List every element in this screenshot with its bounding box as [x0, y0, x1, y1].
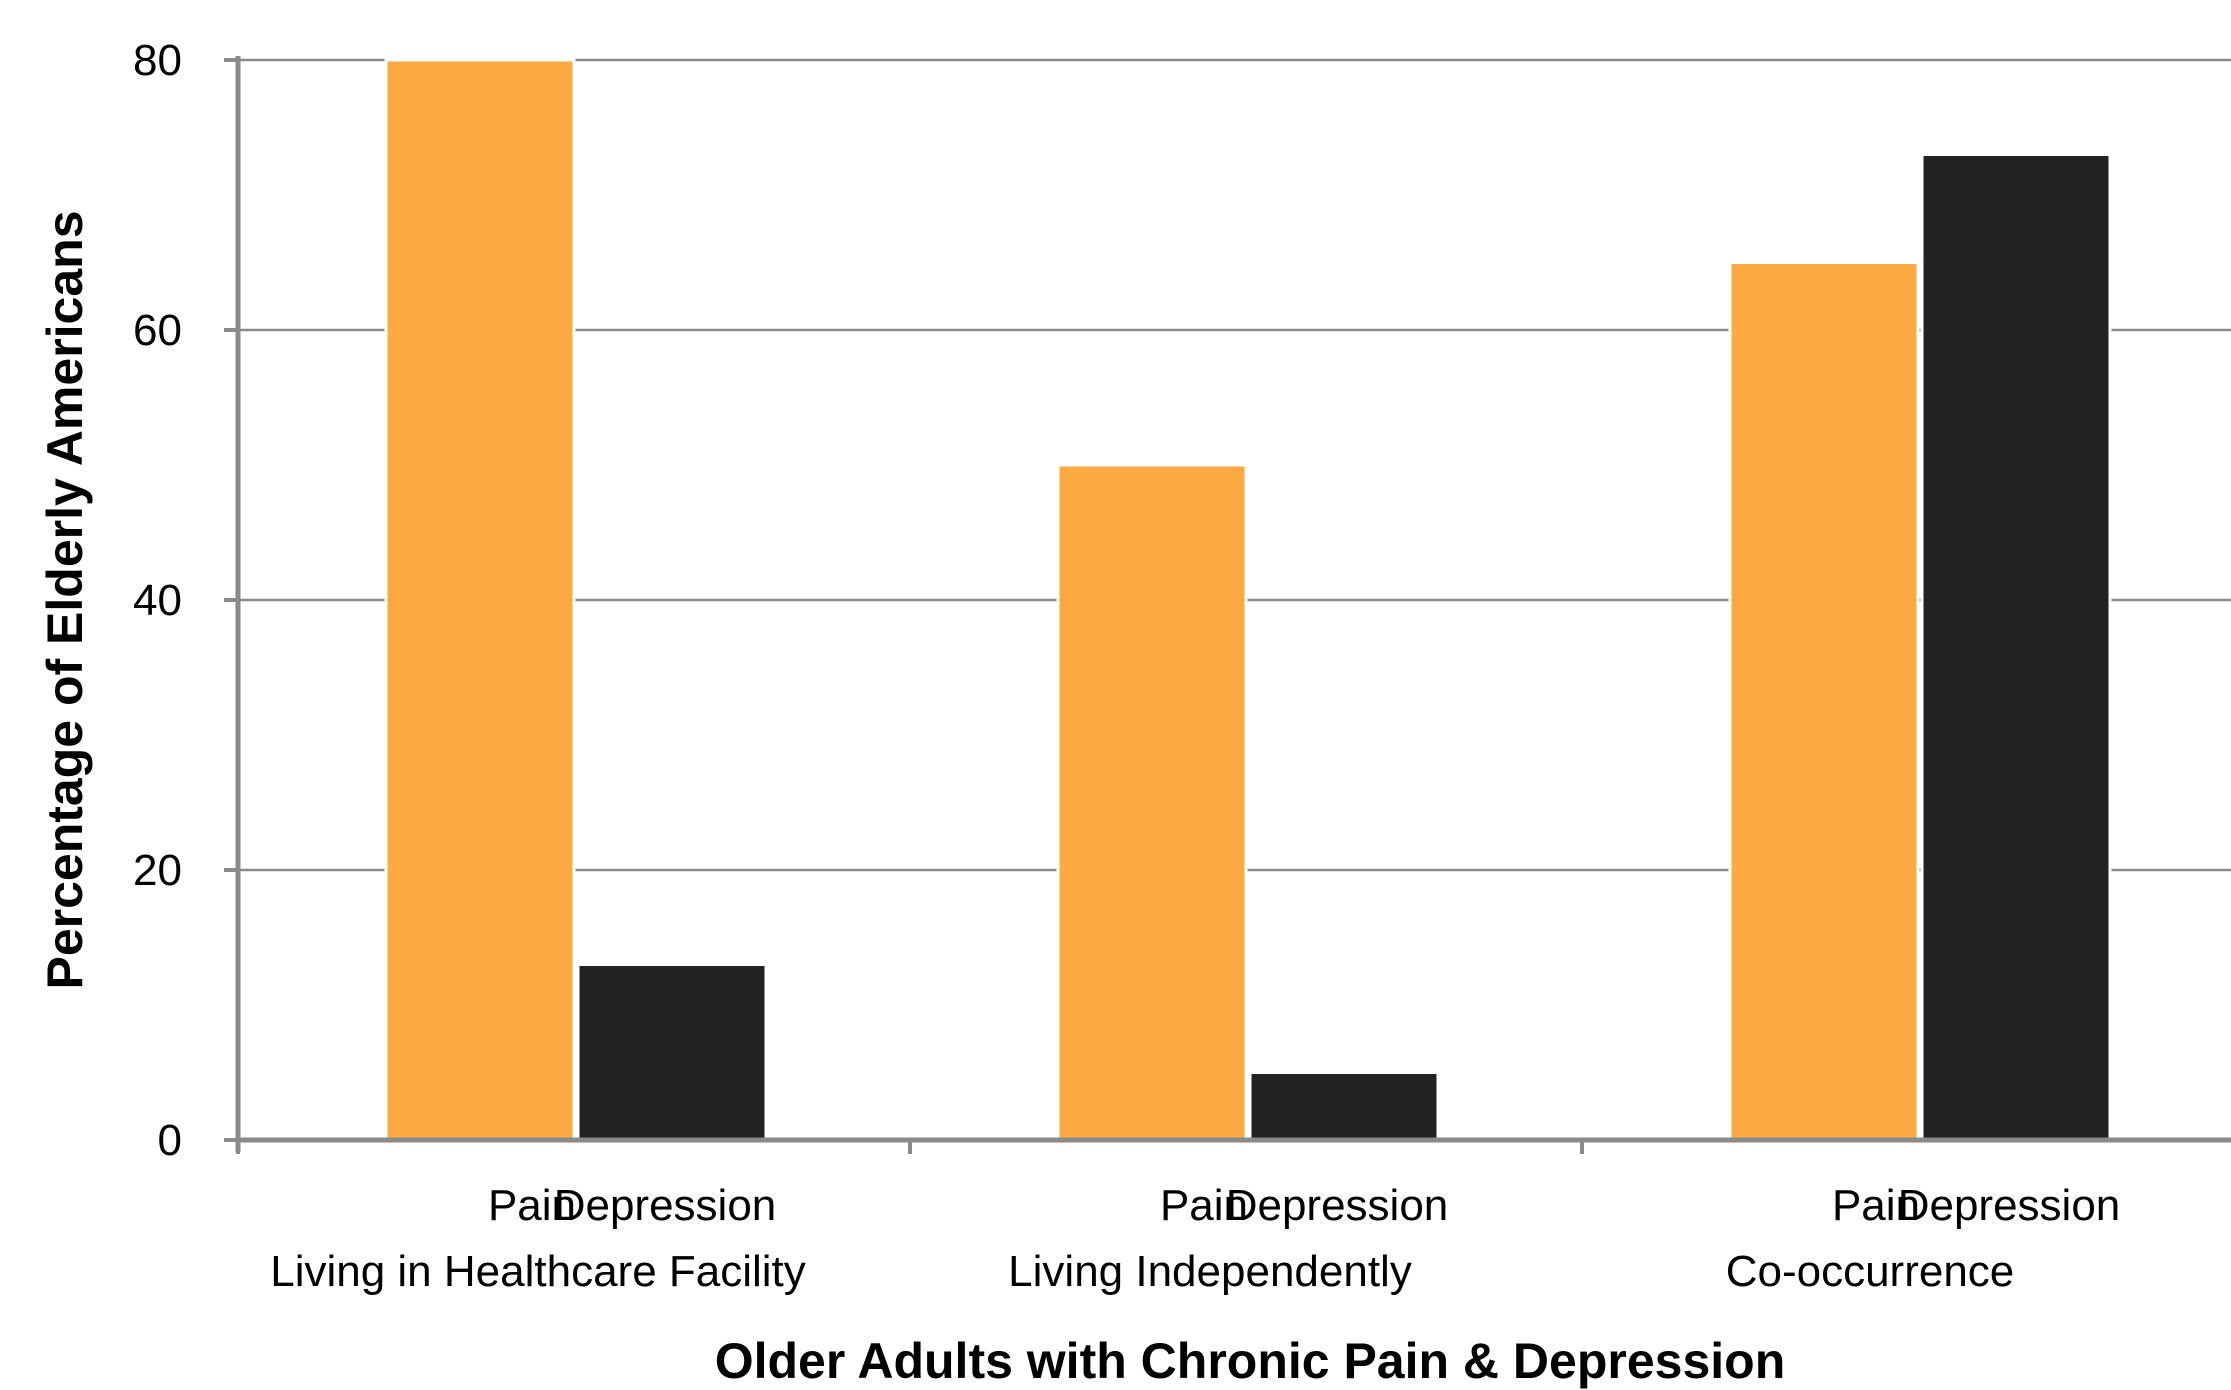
x-axis-title: Older Adults with Chronic Pain & Depress… [715, 1333, 1786, 1389]
bar-label-pain: Pain [1832, 1181, 1920, 1230]
y-tick-label: 0 [158, 1116, 182, 1165]
bar-label-depression: Depression [1226, 1181, 1449, 1230]
y-tick-label: 60 [133, 306, 182, 355]
bar-pain-2 [1056, 463, 1248, 1142]
y-tick-label: 40 [133, 576, 182, 625]
bar-depression-2 [1248, 1071, 1440, 1142]
y-tick-label: 80 [133, 36, 182, 85]
bar-label-depression: Depression [1898, 1181, 2121, 1230]
bar-pain-3 [1728, 261, 1920, 1142]
group-label: Living Independently [1008, 1247, 1412, 1296]
bar-label-depression: Depression [554, 1181, 777, 1230]
group-label: Living in Healthcare Facility [270, 1247, 806, 1296]
group-label: Co-occurrence [1726, 1247, 2015, 1296]
bar-label-pain: Pain [488, 1181, 576, 1230]
bar-pain-1 [384, 58, 576, 1142]
bar-label-pain: Pain [1160, 1181, 1248, 1230]
y-axis-title: Percentage of Elderly Americans [37, 210, 93, 989]
bar-depression-1 [576, 963, 768, 1142]
bars [384, 58, 2112, 1142]
axes [224, 56, 2231, 1154]
bar-depression-3 [1920, 153, 2112, 1142]
y-tick-label: 20 [133, 846, 182, 895]
